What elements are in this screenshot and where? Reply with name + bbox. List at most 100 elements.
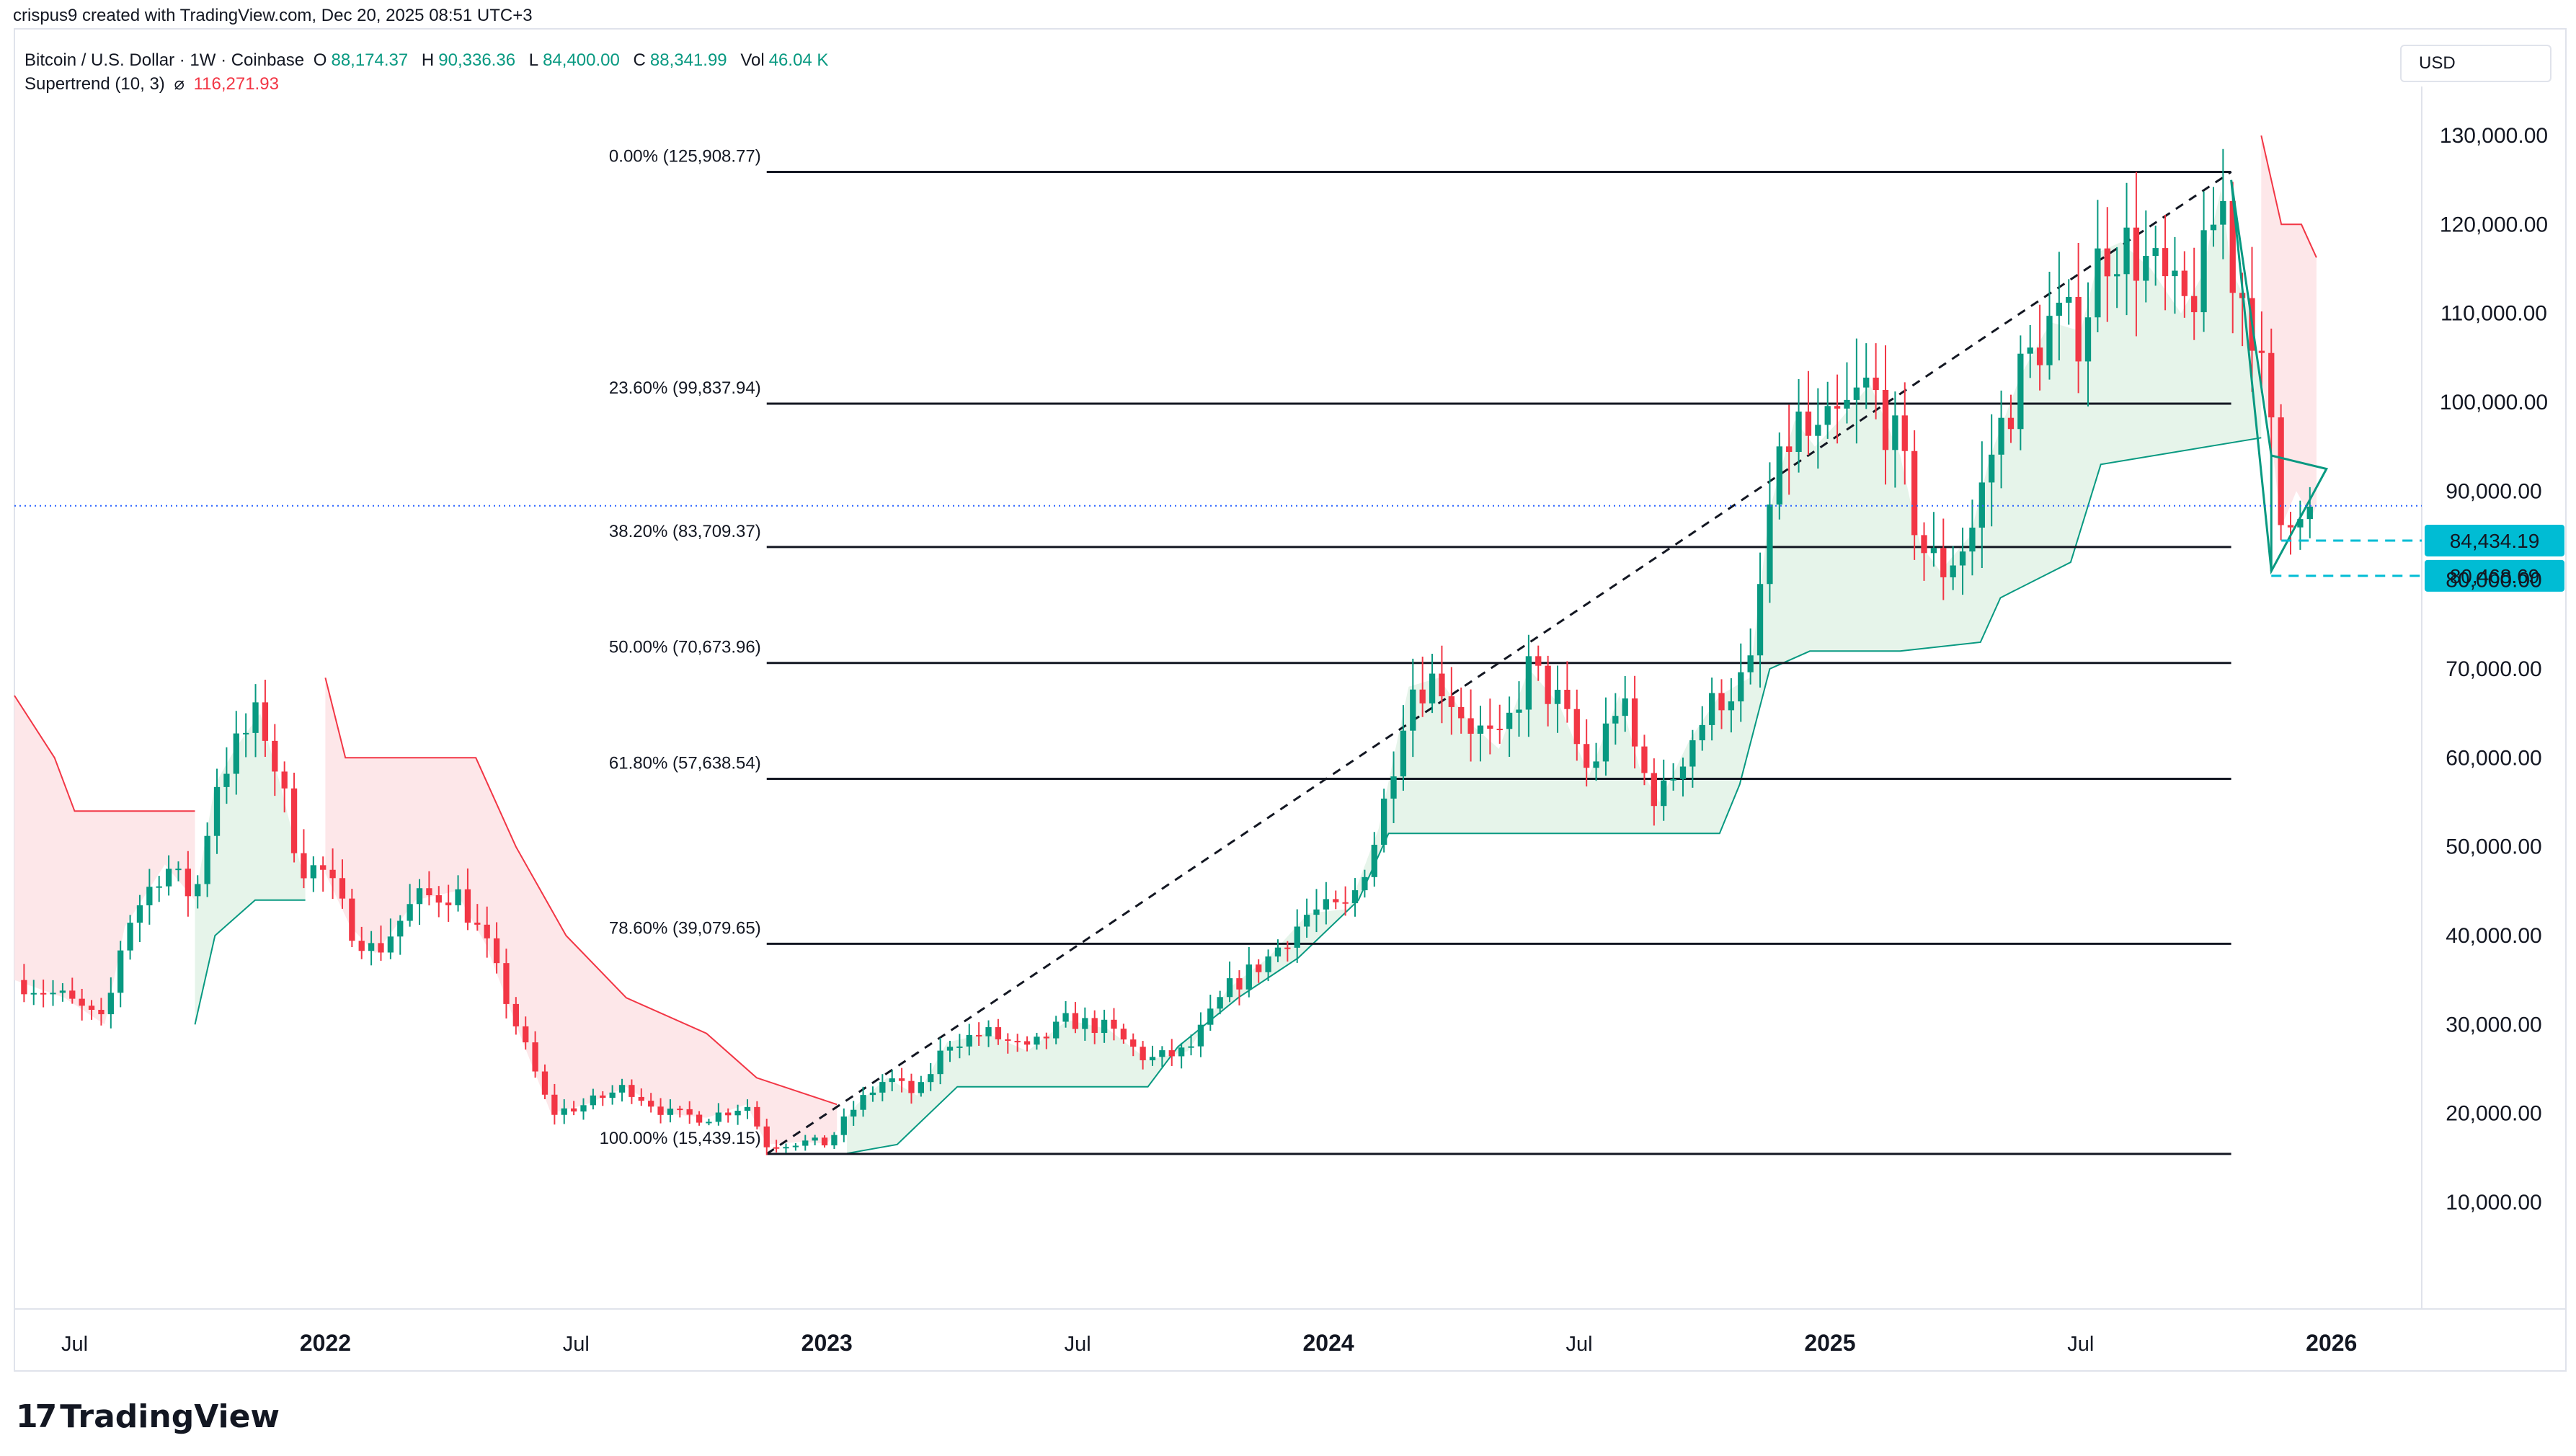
candle-down — [2036, 347, 2043, 365]
candle-down — [1458, 706, 1465, 719]
candle-down — [426, 888, 432, 896]
candle-down — [2258, 350, 2265, 353]
candle-up — [928, 1074, 934, 1083]
candle-up — [1149, 1057, 1156, 1060]
tradingview-logo[interactable]: 17 TradingView — [16, 1398, 280, 1435]
candle-up — [2172, 270, 2178, 277]
supertrend-fill-bull — [847, 189, 2262, 1154]
candle-down — [1631, 698, 1638, 747]
candle-up — [1815, 425, 1821, 436]
y-axis-tick: 110,000.00 — [2440, 302, 2547, 326]
candle-up — [1034, 1036, 1040, 1045]
candle-up — [1930, 548, 1937, 554]
y-axis-tick: 100,000.00 — [2440, 391, 2548, 414]
candle-up — [1506, 712, 1513, 729]
candle-up — [1178, 1047, 1185, 1057]
candle-down — [648, 1101, 654, 1107]
candle-down — [2278, 417, 2284, 525]
candle-down — [1448, 696, 1454, 707]
candle-down — [532, 1042, 538, 1072]
candle-up — [580, 1105, 587, 1112]
candle-down — [1641, 746, 1648, 773]
candle-up — [937, 1050, 943, 1075]
price-label-box — [2425, 559, 2564, 592]
y-axis-tick: 60,000.00 — [2446, 746, 2541, 770]
volume-label: Vol — [740, 50, 765, 70]
symbol-name[interactable]: Bitcoin / U.S. Dollar · 1W · Coinbase — [25, 50, 305, 70]
candle-down — [898, 1078, 905, 1081]
candle-down — [1256, 964, 1262, 972]
candle-up — [1767, 504, 1773, 585]
indicator-info[interactable]: Supertrend (10, 3) ⌀ 116,271.93 — [25, 74, 283, 94]
candle-down — [1718, 693, 1725, 711]
candle-up — [2220, 200, 2226, 225]
candle-down — [1834, 406, 1841, 409]
candle-up — [156, 886, 162, 888]
y-axis-tick: 50,000.00 — [2446, 835, 2541, 859]
candle-down — [88, 1006, 95, 1011]
candle-up — [223, 773, 230, 787]
x-axis-tick: Jul — [563, 1333, 590, 1356]
candle-down — [1786, 446, 1793, 453]
candle-up — [1853, 387, 1860, 400]
candle-down — [1091, 1018, 1098, 1034]
candle-down — [79, 998, 85, 1006]
candle-up — [1274, 947, 1282, 956]
candle-up — [1381, 798, 1387, 845]
candle-up — [1863, 377, 1870, 388]
candle-up — [590, 1095, 597, 1106]
candle-up — [1525, 656, 1532, 710]
candle-up — [1217, 997, 1223, 1009]
candle-down — [677, 1109, 683, 1111]
candle-up — [1516, 709, 1522, 713]
supertrend-line-bull — [194, 899, 306, 1025]
y-axis-tick: 130,000.00 — [2440, 124, 2548, 148]
currency-selector[interactable]: USD — [2400, 45, 2551, 82]
candle-up — [1226, 978, 1233, 998]
candle-up — [127, 923, 133, 951]
high-label: H — [421, 50, 435, 70]
price-label-box — [2425, 524, 2564, 556]
candle-down — [1805, 411, 1812, 436]
candle-up — [1699, 724, 1705, 741]
candle-up — [397, 920, 404, 937]
price-label: 84,434.19 — [2450, 530, 2540, 552]
candle-down — [2268, 352, 2275, 418]
candle-down — [975, 1034, 982, 1036]
candle-up — [609, 1092, 616, 1098]
candle-up — [1756, 584, 1764, 656]
candle-down — [281, 771, 288, 789]
candle-up — [30, 993, 37, 995]
supertrend-line-bear — [324, 678, 838, 1106]
fib-trend-line — [765, 171, 2232, 1155]
candle-up — [1294, 926, 1300, 948]
candle-up — [204, 835, 210, 884]
candle-up — [1053, 1021, 1060, 1039]
candle-up — [416, 888, 423, 905]
candle-down — [69, 990, 76, 999]
candle-up — [918, 1082, 925, 1093]
candle-up — [2210, 224, 2217, 231]
indicator-name[interactable]: Supertrend (10, 3) — [25, 74, 165, 94]
x-axis-tick: 2026 — [2306, 1330, 2357, 1356]
fib-level-label: 38.20% (83,709.37) — [609, 522, 761, 541]
candle-down — [1023, 1041, 1031, 1045]
candle-up — [792, 1145, 799, 1148]
indicator-hide-icon[interactable]: ⌀ — [174, 74, 185, 94]
candle-up — [1062, 1013, 1069, 1022]
close-label: C — [633, 50, 646, 70]
candle-up — [1188, 1046, 1194, 1048]
candle-up — [1429, 673, 1436, 703]
candle-down — [638, 1096, 644, 1101]
candle-up — [1689, 740, 1696, 767]
candle-up — [1323, 899, 1330, 910]
candle-up — [783, 1147, 789, 1149]
candle-up — [165, 869, 172, 887]
plot-border — [14, 28, 2567, 1372]
candle-up — [1824, 406, 1831, 425]
open-value: 88,174.37 — [331, 50, 409, 70]
x-axis-tick: Jul — [61, 1333, 88, 1356]
tradingview-logo-text: TradingView — [60, 1398, 280, 1435]
candle-up — [1950, 565, 1956, 577]
